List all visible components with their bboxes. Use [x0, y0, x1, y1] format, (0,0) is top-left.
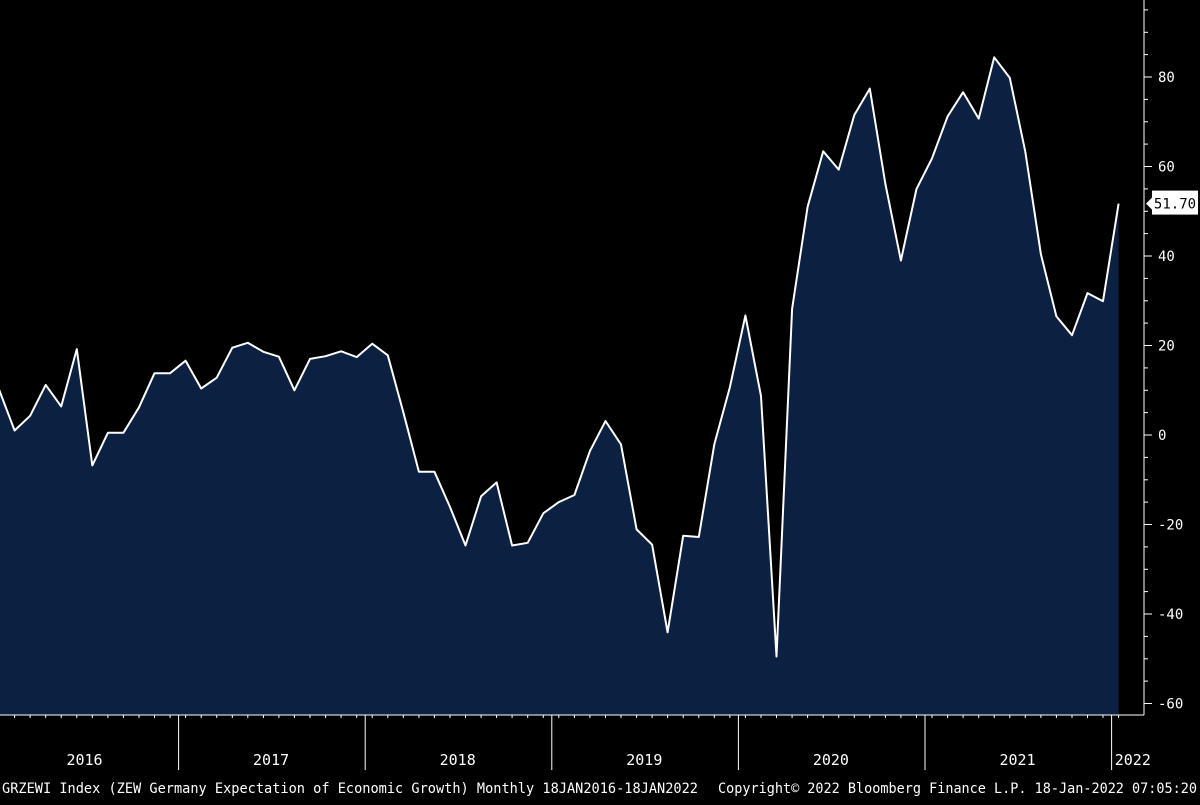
last-value-box — [1152, 190, 1198, 215]
x-tick-label: 2019 — [626, 751, 662, 769]
y-tick-label: 20 — [1158, 339, 1175, 355]
last-value-pointer — [1146, 197, 1152, 210]
plot-area — [0, 56, 1120, 715]
footer-right-text: Copyright© 2022 Bloomberg Finance L.P. 1… — [718, 781, 1197, 797]
x-tick-label: 2022 — [1115, 751, 1151, 769]
x-axis: 2016 2017 2018 2019 2020 2021 2022 — [0, 714, 1151, 770]
y-tick-label: 0 — [1158, 428, 1166, 444]
x-tick-label: 2017 — [253, 751, 289, 769]
y-tick-label: -40 — [1158, 607, 1183, 623]
x-tick-label: 2016 — [66, 751, 102, 769]
y-tick-label: 40 — [1158, 249, 1175, 265]
y-tick-label: 80 — [1158, 70, 1175, 86]
footer: GRZEWI Index (ZEW Germany Expectation of… — [2, 781, 1197, 797]
series-area — [0, 57, 1119, 715]
y-tick-label: -60 — [1158, 697, 1183, 713]
y-tick-label: 60 — [1158, 160, 1175, 176]
series-line — [0, 56, 1120, 658]
last-value-label: 51.70 — [1146, 190, 1198, 215]
y-tick-label: -20 — [1158, 518, 1183, 534]
y-axis: -60 -40 -20 0 20 40 60 80 — [1143, 0, 1183, 715]
x-tick-label: 2021 — [999, 751, 1035, 769]
footer-left-text: GRZEWI Index (ZEW Germany Expectation of… — [2, 781, 698, 797]
x-tick-label: 2018 — [440, 751, 476, 769]
x-tick-label: 2020 — [813, 751, 849, 769]
last-value-text: 51.70 — [1154, 197, 1196, 213]
